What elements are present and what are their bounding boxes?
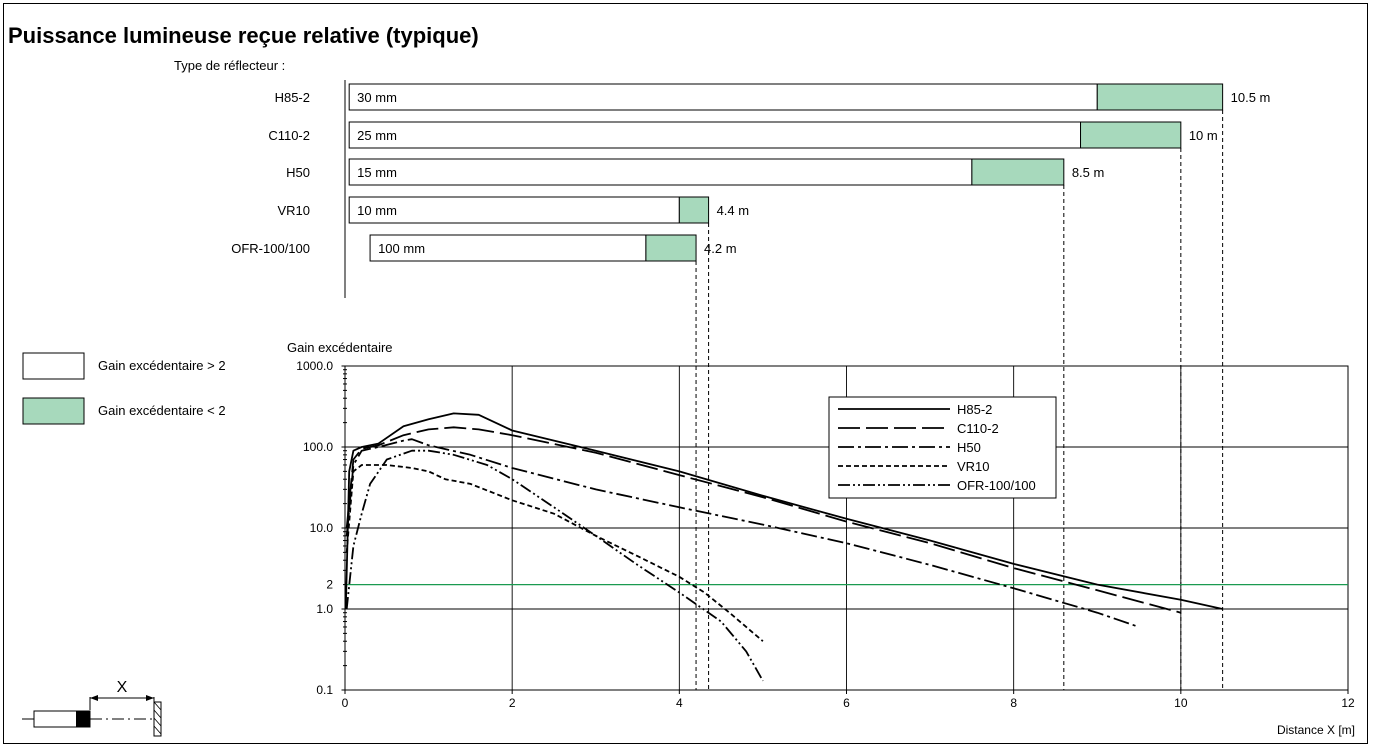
series-line-h85-2	[344, 412, 1223, 610]
y-tick-label: 100.0	[303, 440, 333, 454]
series-line-vr10	[345, 464, 764, 642]
y-tick-label: 0.1	[316, 683, 333, 697]
range-bar-gain-lt2	[678, 196, 710, 224]
range-bar-gain-gt2	[348, 83, 1098, 111]
range-end-label: 4.2 m	[704, 241, 737, 256]
range-bar-gain-lt2	[971, 158, 1065, 186]
range-bar-gain-lt2	[1080, 121, 1182, 149]
legend-box-lt2	[22, 397, 85, 425]
range-bar-gain-lt2	[645, 234, 697, 262]
range-end-label: 4.4 m	[717, 203, 750, 218]
reflector-name: H85-2	[275, 90, 310, 105]
x-tick-label: 10	[1174, 696, 1188, 710]
reflector-size: 100 mm	[378, 241, 425, 256]
series-line-ofr-100-100	[345, 449, 764, 682]
range-end-label: 10 m	[1189, 128, 1218, 143]
legend-label: H85-2	[957, 402, 992, 417]
x-tick-label: 8	[1010, 696, 1017, 710]
range-bar-gain-gt2	[369, 234, 647, 262]
x-tick-label: 6	[843, 696, 850, 710]
series-line-c110-2	[345, 426, 1182, 614]
legend-label: C110-2	[957, 421, 999, 436]
range-chart-header: Type de réflecteur :	[174, 58, 285, 73]
y-tick-label: 2	[326, 578, 333, 592]
reflector	[153, 701, 162, 737]
curve-legend: H85-2 C110-2 H50 VR10 OFR-100/100	[828, 396, 1057, 499]
legend-box-gt2-label: Gain excédentaire > 2	[98, 358, 226, 373]
sensor-lens	[76, 711, 90, 727]
legend-label: OFR-100/100	[957, 478, 1036, 493]
y-tick-label: 1000.0	[296, 359, 333, 373]
reflector-name: OFR-100/100	[231, 241, 310, 256]
reflector-name: C110-2	[268, 128, 310, 143]
chart-curves	[344, 412, 1223, 682]
reflector-size: 25 mm	[357, 128, 397, 143]
axis-ticks: 0 2 4 6 8 10 12 1000.0 100.0 10.0 2 1.0 0.1	[296, 359, 1355, 710]
reflector-name: VR10	[277, 203, 310, 218]
x-tick-label: 4	[676, 696, 683, 710]
legend-label: VR10	[957, 459, 990, 474]
page-title: Puissance lumineuse reçue relative (typi…	[8, 23, 479, 48]
range-end-label: 8.5 m	[1072, 165, 1105, 180]
x-tick-label: 0	[342, 696, 349, 710]
sensor-reflector-diagram: X	[22, 679, 162, 737]
distance-x-label: X	[117, 679, 128, 696]
x-tick-label: 12	[1341, 696, 1355, 710]
y-tick-label: 1.0	[316, 602, 333, 616]
legend-box-lt2-label: Gain excédentaire < 2	[98, 403, 226, 418]
range-bar-gain-lt2	[1096, 83, 1224, 111]
x-tick-label: 2	[509, 696, 516, 710]
range-bars: H85-2 30 mm 10.5 m C110-2 25 mm 10 m H50 15 mm 8…	[231, 80, 1270, 298]
reflector-size: 30 mm	[357, 90, 397, 105]
range-bar-gain-gt2	[348, 196, 680, 224]
legend-box-gt2	[22, 352, 85, 380]
range-end-label: 10.5 m	[1231, 90, 1271, 105]
reflector-name: H50	[286, 165, 310, 180]
reflector-size: 15 mm	[357, 165, 397, 180]
range-bar-gain-gt2	[348, 121, 1082, 149]
y-tick-label: 10.0	[310, 521, 334, 535]
reflector-size: 10 mm	[357, 203, 397, 218]
y-axis-label: Gain excédentaire	[287, 340, 393, 355]
range-bar-gain-gt2	[348, 158, 973, 186]
series-line-h50	[345, 438, 1140, 628]
legend-label: H50	[957, 440, 981, 455]
x-axis-label: Distance X [m]	[1277, 723, 1355, 737]
